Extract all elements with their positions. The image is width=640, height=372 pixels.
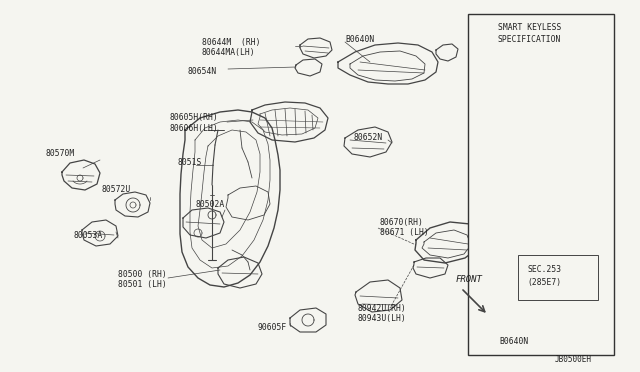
Text: B0640N: B0640N [345,35,374,45]
Text: 80053A: 80053A [73,231,102,241]
Text: SEC.253: SEC.253 [527,266,561,275]
Text: FRONT: FRONT [456,276,483,285]
Text: 80654N: 80654N [188,67,217,76]
Text: 80502A: 80502A [195,201,224,209]
Text: 80572U: 80572U [102,185,131,193]
Text: 80942U(RH): 80942U(RH) [358,304,407,312]
Bar [468,14,614,355]
Text: 80501 (LH): 80501 (LH) [118,280,167,289]
Text: B0640N: B0640N [499,337,528,346]
Text: (285E7): (285E7) [527,278,561,286]
Text: 80652N: 80652N [354,134,383,142]
Text: 80670(RH): 80670(RH) [380,218,424,227]
Text: 80943U(LH): 80943U(LH) [358,314,407,324]
Text: 80606H(LH): 80606H(LH) [170,125,219,134]
Text: JB0500EH: JB0500EH [555,356,592,365]
Text: 90605F: 90605F [258,323,287,331]
Text: SPECIFICATION: SPECIFICATION [498,35,561,45]
Text: 80644MA(LH): 80644MA(LH) [202,48,255,58]
Text: 80500 (RH): 80500 (RH) [118,269,167,279]
Text: 80644M  (RH): 80644M (RH) [202,38,260,46]
Text: 80671 (LH): 80671 (LH) [380,228,429,237]
Text: 80570M: 80570M [45,148,74,157]
Text: SMART KEYLESS: SMART KEYLESS [498,23,561,32]
Bar [518,255,598,300]
Text: 80605H(RH): 80605H(RH) [170,113,219,122]
Text: 8051S: 8051S [178,157,202,167]
